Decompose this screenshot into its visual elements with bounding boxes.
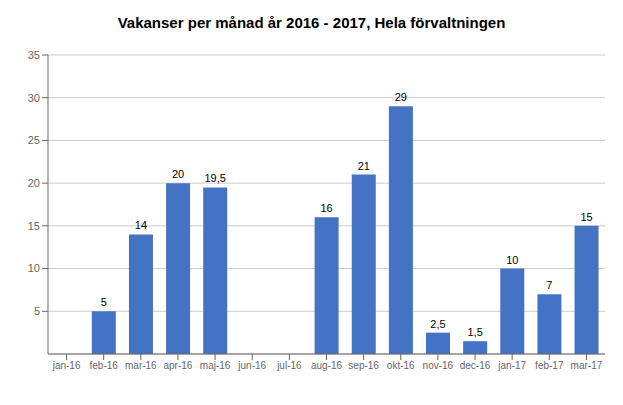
svg-text:feb-16: feb-16 xyxy=(90,360,119,371)
svg-text:sep-16: sep-16 xyxy=(348,360,379,371)
svg-text:dec-16: dec-16 xyxy=(460,360,491,371)
svg-text:2,5: 2,5 xyxy=(430,318,445,330)
svg-text:feb-17: feb-17 xyxy=(535,360,564,371)
svg-text:16: 16 xyxy=(320,202,332,214)
svg-text:mar-16: mar-16 xyxy=(125,360,157,371)
svg-text:nov-16: nov-16 xyxy=(423,360,454,371)
svg-text:30: 30 xyxy=(28,92,40,104)
svg-text:5: 5 xyxy=(101,296,107,308)
svg-text:1,5: 1,5 xyxy=(468,326,483,338)
svg-text:jan-16: jan-16 xyxy=(52,360,81,371)
svg-text:20: 20 xyxy=(172,168,184,180)
svg-text:jan-17: jan-17 xyxy=(497,360,526,371)
svg-text:jul-16: jul-16 xyxy=(276,360,302,371)
svg-text:15: 15 xyxy=(28,220,40,232)
svg-text:jun-16: jun-16 xyxy=(237,360,266,371)
svg-text:5: 5 xyxy=(34,305,40,317)
svg-text:20: 20 xyxy=(28,177,40,189)
svg-text:25: 25 xyxy=(28,134,40,146)
svg-text:29: 29 xyxy=(395,91,407,103)
svg-text:okt-16: okt-16 xyxy=(387,360,415,371)
svg-text:apr-16: apr-16 xyxy=(164,360,193,371)
html-text:Vakanser per månad år 2016 - 2: Vakanser per månad år 2016 - 2017, Hela … xyxy=(117,14,506,31)
svg-text:10: 10 xyxy=(28,262,40,274)
svg-text:19,5: 19,5 xyxy=(205,172,226,184)
svg-text:14: 14 xyxy=(135,219,147,231)
svg-text:7: 7 xyxy=(546,279,552,291)
svg-text:21: 21 xyxy=(358,160,370,172)
svg-text:10: 10 xyxy=(506,254,518,266)
svg-text:maj-16: maj-16 xyxy=(200,360,231,371)
svg-text:35: 35 xyxy=(28,49,40,61)
svg-text:15: 15 xyxy=(580,211,592,223)
svg-text:mar-17: mar-17 xyxy=(571,360,603,371)
svg-text:aug-16: aug-16 xyxy=(311,360,343,371)
